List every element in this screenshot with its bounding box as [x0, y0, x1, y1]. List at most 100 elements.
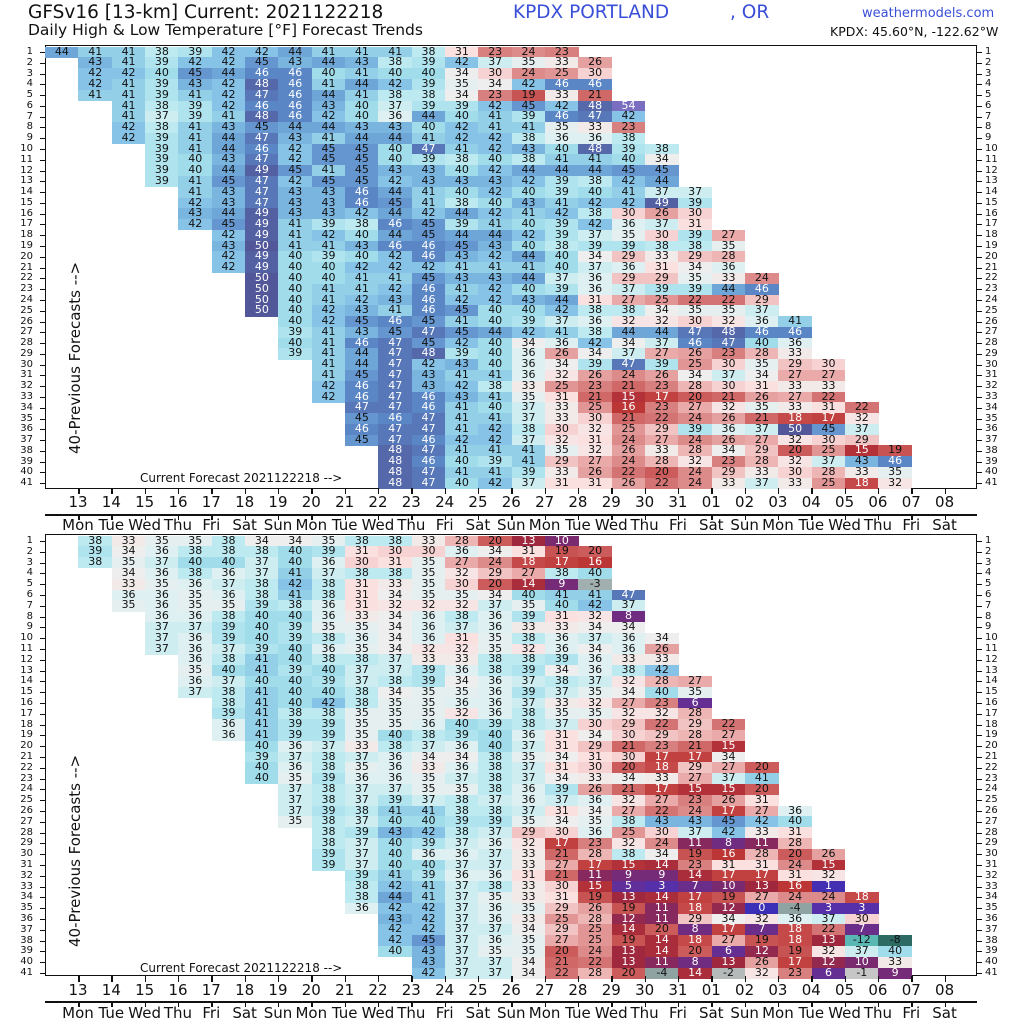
- heatmap-cell: 39: [511, 664, 546, 677]
- date-label: 25: [468, 981, 488, 999]
- row-label-right: 13: [985, 664, 998, 676]
- heatmap-cell: 37: [611, 283, 646, 295]
- heatmap-cell: 36: [578, 653, 613, 666]
- heatmap-cell: 40: [611, 153, 646, 166]
- heatmap-cell: 46: [678, 337, 713, 349]
- heatmap-cell: 47: [411, 477, 446, 489]
- row-tick: [40, 778, 45, 780]
- heatmap-cell: 42: [411, 913, 446, 925]
- heatmap-cell: 40: [544, 250, 579, 263]
- heatmap-cell: 12: [744, 945, 779, 958]
- heatmap-cell: 26: [578, 369, 613, 382]
- row-tick: [40, 116, 45, 118]
- heatmap-cell: 30: [578, 718, 613, 731]
- weekday-tick: [844, 514, 847, 520]
- row-label-right: 39: [985, 945, 998, 957]
- heatmap-cell: 45: [244, 121, 279, 134]
- heatmap-cell: 32: [578, 610, 613, 623]
- heatmap-cell: 39: [678, 423, 713, 436]
- heatmap-cell: 40: [544, 599, 579, 612]
- heatmap-cell: 45: [211, 218, 246, 231]
- heatmap-cell: 38: [311, 578, 346, 590]
- site-link[interactable]: weathermodels.com: [862, 6, 995, 21]
- heatmap-cell: 32: [611, 675, 646, 688]
- heatmap-cell: 36: [578, 826, 613, 839]
- row-tick: [977, 929, 982, 931]
- weekday-tick: [411, 514, 413, 520]
- heatmap-cell: -4: [644, 967, 679, 979]
- heatmap-cell: 46: [244, 143, 279, 155]
- heatmap-cell: 40: [511, 304, 546, 317]
- weekday-tick: [511, 1001, 513, 1007]
- heatmap-cell: 38: [311, 589, 346, 601]
- heatmap-cell: 39: [278, 621, 313, 634]
- heatmap-cell: 39: [344, 826, 379, 839]
- heatmap-cell: 41: [544, 196, 579, 209]
- heatmap-cell: -3: [578, 578, 613, 590]
- row-tick: [40, 418, 45, 420]
- heatmap-cell: 43: [644, 815, 679, 828]
- weekday-tick: [477, 1001, 480, 1007]
- heatmap-cell: 36: [211, 718, 246, 731]
- row-tick: [977, 375, 982, 377]
- date-label: 24: [435, 493, 455, 511]
- heatmap-cell: 26: [811, 848, 846, 860]
- heatmap-cell: 43: [278, 196, 313, 209]
- heatmap-cell: 43: [211, 196, 246, 209]
- heatmap-cell: 38: [611, 815, 646, 828]
- heatmap-cell: 33: [511, 621, 546, 634]
- heatmap-cell: 39: [211, 707, 246, 720]
- heatmap-cell: 35: [411, 686, 446, 698]
- heatmap-cell: 20: [478, 578, 513, 590]
- row-tick: [977, 386, 982, 388]
- row-tick: [40, 472, 45, 474]
- heatmap-cell: 41: [478, 218, 513, 231]
- heatmap-cell: 23: [644, 380, 679, 392]
- heatmap-cell: 39: [244, 599, 279, 612]
- heatmap-cell: 39: [511, 110, 546, 123]
- heatmap-cell: 19: [611, 902, 646, 914]
- heatmap-cell: 42: [344, 293, 379, 306]
- heatmap-cell: 42: [211, 46, 246, 58]
- row-tick: [977, 854, 982, 856]
- heatmap-cell: 17: [644, 390, 679, 403]
- heatmap-cell: 3: [844, 902, 879, 914]
- row-label-left: 34: [20, 891, 33, 903]
- heatmap-cell: 48: [711, 326, 746, 339]
- heatmap-cell: 26: [711, 434, 746, 446]
- row-label-right: 31: [985, 859, 998, 870]
- heatmap-cell: 35: [178, 535, 213, 547]
- date-tick: [544, 488, 547, 494]
- heatmap-cell: 35: [511, 934, 546, 947]
- weekday-label: Tue: [798, 516, 825, 534]
- heatmap-cell: 31: [778, 869, 813, 882]
- weekday-tick: [78, 1001, 80, 1007]
- date-label: 21: [335, 493, 355, 511]
- heatmap-cell: 24: [611, 455, 646, 468]
- row-label-left: 37: [20, 923, 33, 935]
- row-label-right: 29: [985, 837, 998, 849]
- heatmap-cell: 42: [178, 56, 213, 69]
- heatmap-cell: 27: [711, 229, 746, 242]
- heatmap-cell: 35: [111, 599, 146, 612]
- row-label-right: 4: [985, 567, 992, 579]
- heatmap-cell: 39: [578, 358, 613, 371]
- heatmap-cell: 43: [278, 56, 313, 69]
- date-tick: [111, 488, 113, 494]
- heatmap-cell: 42: [344, 207, 379, 220]
- heatmap-cell: 25: [578, 934, 613, 947]
- heatmap-cell: 9: [644, 869, 679, 882]
- row-tick: [977, 407, 982, 409]
- heatmap-cell: 18: [778, 923, 813, 936]
- heatmap-cell: 46: [744, 326, 779, 339]
- heatmap-cell: 38: [478, 653, 513, 666]
- heatmap-cell: 31: [511, 869, 546, 882]
- heatmap-cell: 33: [511, 913, 546, 925]
- heatmap-cell: 36: [578, 272, 613, 285]
- weekday-tick: [277, 1001, 280, 1007]
- heatmap-cell: 40: [478, 347, 513, 360]
- heatmap-cell: 35: [144, 578, 179, 590]
- heatmap-cell: 49: [644, 196, 679, 209]
- heatmap-cell: 37: [811, 913, 846, 925]
- row-label-right: 20: [985, 740, 998, 752]
